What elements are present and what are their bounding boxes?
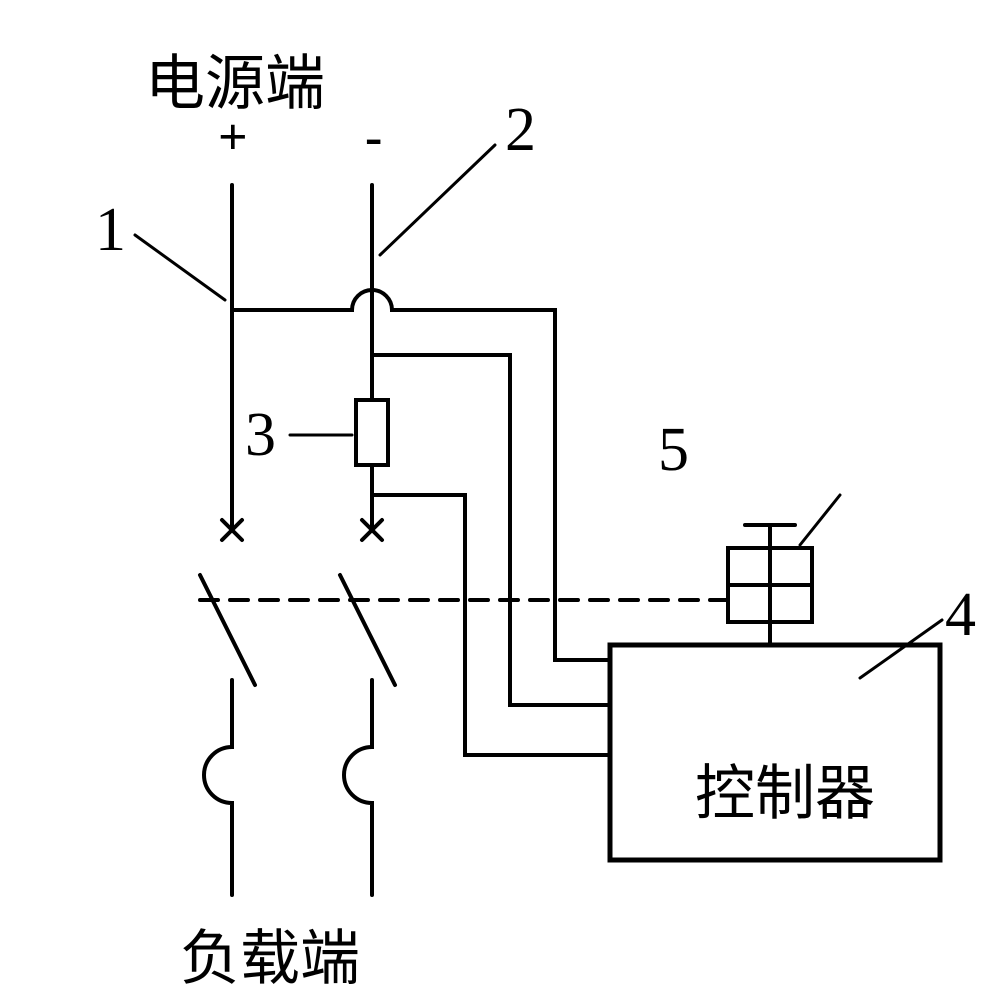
resistor — [356, 400, 388, 465]
label-3: 3 — [245, 400, 276, 471]
label-2: 2 — [505, 95, 536, 166]
leader-5 — [800, 495, 840, 545]
tap-neg-to-controller — [372, 355, 610, 705]
label-4: 4 — [945, 580, 976, 651]
tap-pos-to-controller — [232, 290, 610, 660]
label-5: 5 — [658, 415, 689, 486]
sense-to-controller — [372, 495, 610, 755]
contact-movable-neg — [340, 575, 395, 685]
leader-1 — [135, 235, 225, 300]
actuator — [728, 525, 812, 645]
leader-2 — [380, 145, 495, 255]
pos-line-lower — [204, 680, 232, 895]
label-1: 1 — [95, 195, 126, 266]
label-minus: - — [365, 108, 382, 167]
label-load-end: 负载端 — [180, 910, 360, 997]
contact-movable-pos — [200, 575, 255, 685]
label-plus: + — [218, 108, 248, 167]
circuit-diagram — [0, 0, 1000, 996]
leader-4 — [860, 620, 942, 678]
neg-line-lower — [344, 680, 372, 895]
label-controller: 控制器 — [695, 745, 875, 832]
diagram-container: 电源端 + - 1 2 3 5 4 控制器 负载端 — [0, 0, 1000, 996]
